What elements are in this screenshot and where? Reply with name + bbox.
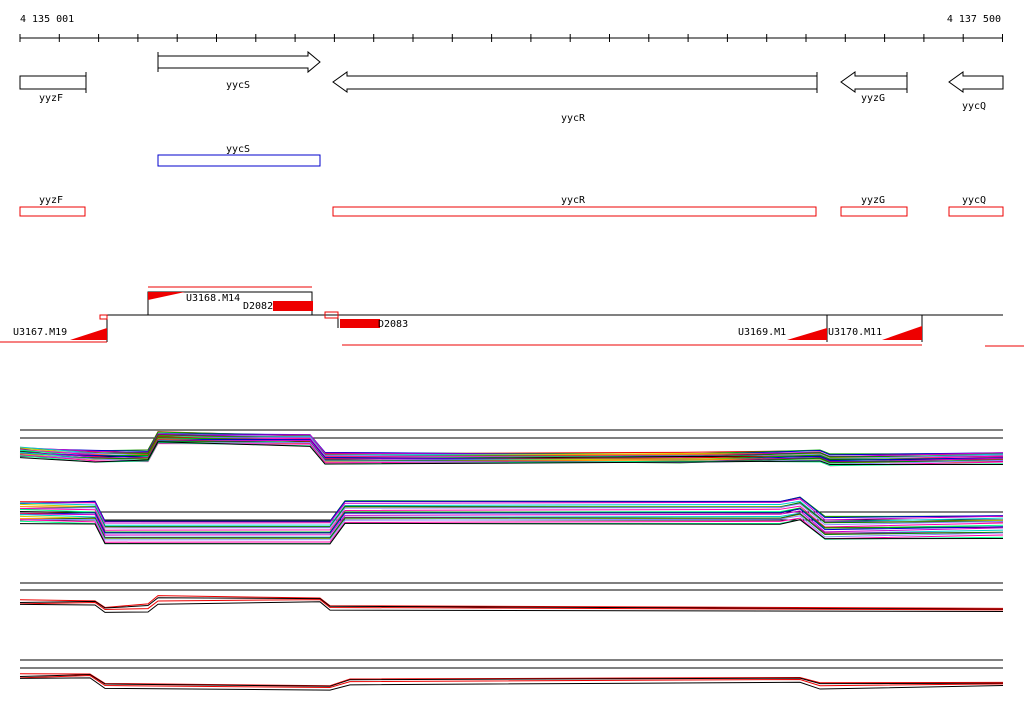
orf-label: yyzG bbox=[861, 195, 885, 206]
cds-box bbox=[157, 154, 321, 167]
gene-track bbox=[19, 50, 1004, 93]
expression-line bbox=[19, 441, 1004, 466]
orf-track bbox=[19, 206, 1004, 217]
segment-track bbox=[0, 286, 1024, 347]
gene-label: yyzF bbox=[39, 93, 63, 104]
expression-line bbox=[19, 513, 1004, 539]
segment-label: U3170.M11 bbox=[828, 327, 882, 338]
expression-line bbox=[19, 519, 1004, 545]
orf-label: yyzF bbox=[39, 195, 63, 206]
orf-label: yycQ bbox=[962, 195, 986, 206]
cds-label: yycS bbox=[226, 144, 250, 155]
gene-label: yycR bbox=[561, 113, 586, 124]
orf-box bbox=[948, 206, 1004, 217]
segment-label: D2082 bbox=[243, 301, 273, 312]
gene-label: yyzG bbox=[861, 93, 885, 104]
expression-line bbox=[19, 675, 1004, 689]
orf-label: yycR bbox=[561, 195, 586, 206]
expression-line bbox=[19, 597, 1004, 610]
gene-arrow bbox=[157, 50, 321, 74]
expression-line bbox=[19, 515, 1004, 541]
ruler-start: 4 135 001 bbox=[20, 14, 74, 25]
segment-label: D2083 bbox=[378, 319, 408, 330]
expression-line bbox=[19, 508, 1004, 534]
expression-line bbox=[19, 673, 1004, 687]
expression-tracks bbox=[19, 429, 1004, 691]
expression-line bbox=[19, 498, 1004, 524]
expression-line bbox=[19, 674, 1004, 687]
expression-line bbox=[19, 677, 1004, 691]
segment-label: U3167.M19 bbox=[13, 327, 67, 338]
expression-line bbox=[19, 496, 1004, 522]
expression-line bbox=[19, 510, 1004, 536]
ruler: 4 135 001 4 137 500 bbox=[19, 14, 1003, 42]
segment-label: U3169.M1 bbox=[738, 327, 786, 338]
segment-label: U3168.M14 bbox=[186, 293, 240, 304]
expression-line bbox=[19, 439, 1004, 462]
gene-arrow bbox=[948, 71, 1004, 93]
expression-line bbox=[19, 601, 1004, 613]
expression-line bbox=[19, 436, 1004, 460]
orf-box bbox=[19, 206, 86, 217]
expression-line bbox=[19, 503, 1004, 529]
gene-arrow bbox=[19, 72, 87, 93]
orf-box bbox=[840, 206, 908, 217]
gene-arrow bbox=[840, 71, 908, 93]
gene-label: yycS bbox=[226, 80, 250, 91]
expression-line bbox=[19, 599, 1004, 611]
gene-arrow bbox=[332, 71, 818, 93]
ruler-end: 4 137 500 bbox=[947, 14, 1001, 25]
orf-box bbox=[332, 206, 817, 217]
expression-line bbox=[19, 505, 1004, 531]
gene-label: yycQ bbox=[962, 101, 986, 112]
